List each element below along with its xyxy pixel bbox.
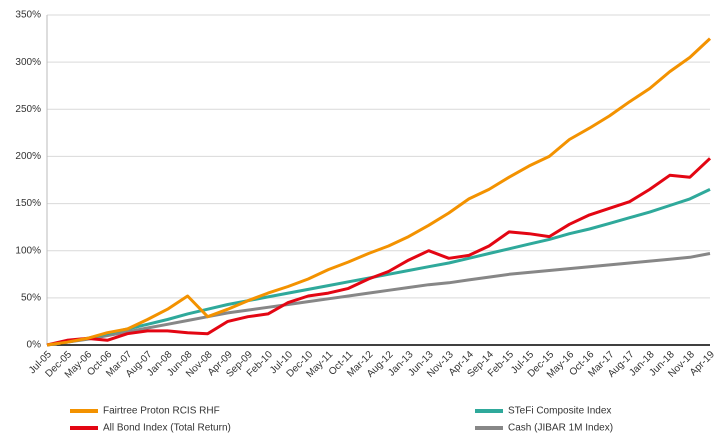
y-tick-label: 0% [27, 340, 42, 351]
y-tick-label: 100% [15, 245, 41, 256]
y-tick-label: 300% [15, 57, 41, 68]
legend-label: All Bond Index (Total Return) [103, 423, 231, 434]
y-tick-label: 50% [21, 292, 41, 303]
y-tick-label: 250% [15, 104, 41, 115]
series-line [46, 37, 712, 347]
series-line [46, 252, 711, 347]
series-line [46, 188, 711, 347]
y-tick-label: 150% [15, 198, 41, 209]
legend-label: STeFi Composite Index [508, 406, 611, 417]
legend-label: Fairtree Proton RCIS RHF [103, 406, 220, 417]
y-tick-label: 200% [15, 151, 41, 162]
legend-label: Cash (JIBAR 1M Index) [508, 423, 613, 434]
y-tick-label: 350% [15, 10, 41, 21]
series-line [46, 157, 712, 347]
